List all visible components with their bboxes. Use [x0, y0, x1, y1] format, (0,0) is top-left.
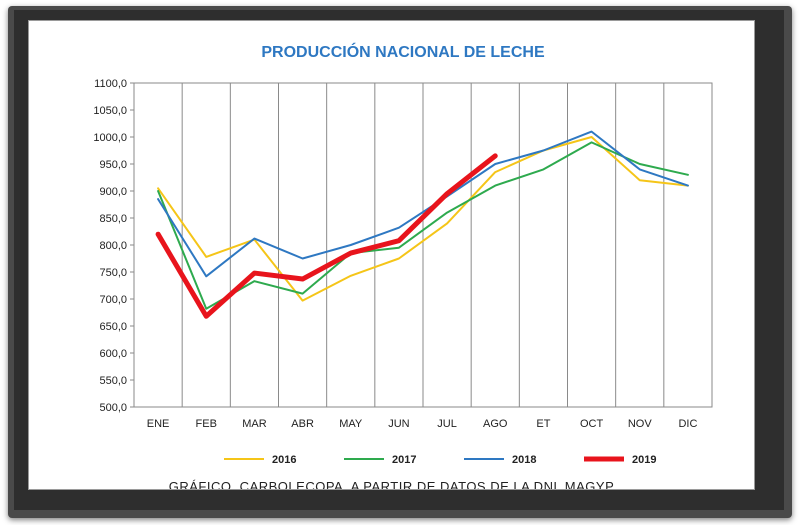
x-tick-label: ENE — [147, 418, 170, 430]
series-line-2017 — [157, 141, 689, 310]
legend-label-2018: 2018 — [512, 454, 536, 466]
x-tick-label: ABR — [291, 418, 314, 430]
y-tick-label: 900,0 — [99, 186, 127, 198]
series-line-2018 — [157, 130, 689, 278]
line-chart: PRODUCCIÓN NACIONAL DE LECHE 500,0 550,0 60… — [93, 42, 713, 466]
legend-label-2019: 2019 — [632, 454, 656, 466]
x-tick-label: DIC — [678, 418, 697, 430]
y-tick-label: 700,0 — [99, 294, 127, 306]
y-tick-label: 950,0 — [99, 159, 127, 171]
x-tick-label: OCT — [580, 418, 604, 430]
y-tick-label: 500,0 — [99, 402, 127, 414]
y-tick-label: 800,0 — [99, 240, 127, 252]
y-tick-label: 750,0 — [99, 267, 127, 279]
x-tick-label: MAY — [339, 418, 363, 430]
x-tick-label: MAR — [242, 418, 267, 430]
series-line-2019 — [155, 153, 498, 319]
chart-caption: GRÁFICO. CARBOLECOPA. A PARTIR DE DATOS … — [168, 479, 615, 490]
y-tick-label: 1000,0 — [93, 132, 127, 144]
y-tick-label: 650,0 — [99, 321, 127, 333]
x-tick-label: JUL — [437, 418, 457, 430]
legend-label-2017: 2017 — [392, 454, 416, 466]
chart-panel: PRODUCCIÓN NACIONAL DE LECHE 500,0 550,0 60… — [28, 20, 755, 490]
x-tick-label: FEB — [196, 418, 217, 430]
y-tick-label: 850,0 — [99, 213, 127, 225]
y-tick-label: 1100,0 — [94, 78, 127, 90]
y-tick-label: 1050,0 — [93, 105, 127, 117]
series-line-2016 — [157, 136, 689, 302]
x-tick-label: ET — [536, 418, 550, 430]
y-tick-label: 600,0 — [99, 348, 127, 360]
chart-title: PRODUCCIÓN NACIONAL DE LECHE — [261, 42, 545, 61]
y-tick-label: 550,0 — [99, 375, 127, 387]
x-tick-label: NOV — [628, 418, 653, 430]
x-tick-label: JUN — [388, 418, 409, 430]
x-tick-label: AGO — [483, 418, 508, 430]
legend-label-2016: 2016 — [272, 454, 296, 466]
